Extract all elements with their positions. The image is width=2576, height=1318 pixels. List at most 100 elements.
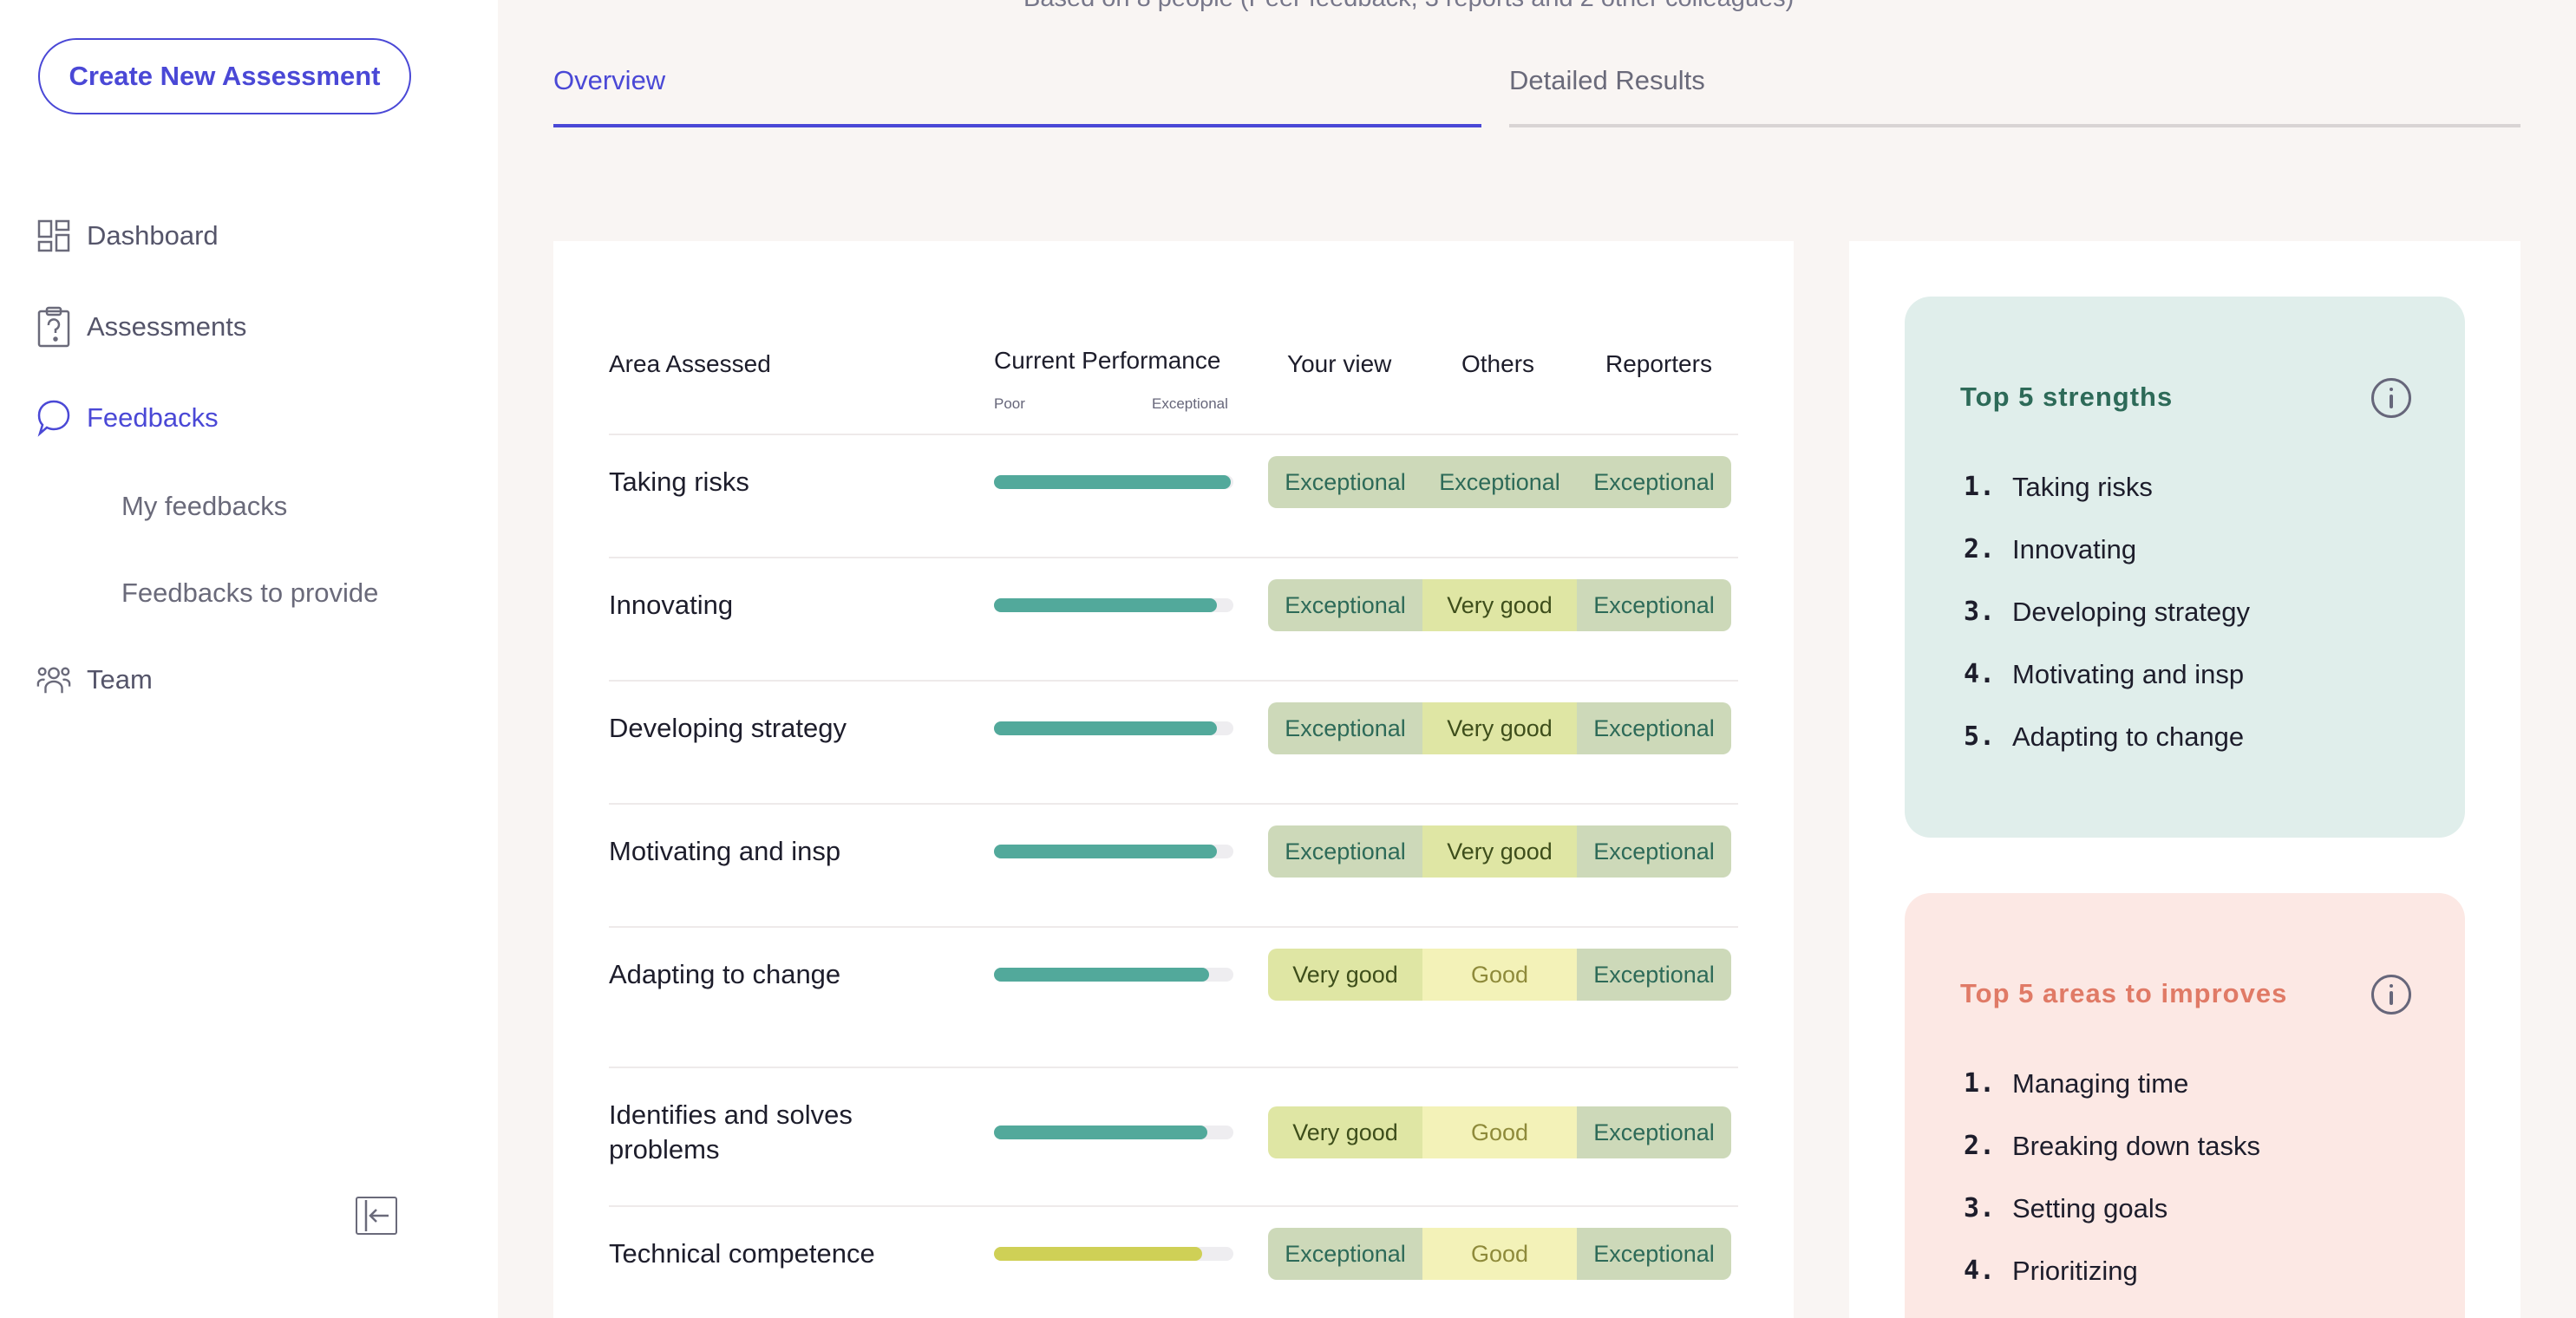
header-area-assessed: Area Assessed [609,350,771,377]
list-item-text: Managing time [2012,1068,2189,1099]
your-view-rating: Exceptional [1268,456,1422,508]
collapse-sidebar-button[interactable] [356,1197,397,1235]
nav-item-feedbacks[interactable]: Feedbacks [36,399,219,437]
your-view-rating: Exceptional [1268,1228,1422,1280]
your-view-rating: Very good [1268,1106,1422,1158]
table-row-area: Motivating and insp [609,836,841,866]
list-item: 1. Managing time [1964,1068,2188,1099]
scale-exceptional-label: Exceptional [1152,395,1228,412]
list-item-text: Adapting to change [2012,721,2245,752]
table-row-area: Identifies and solves problems [609,1099,853,1165]
performance-bar-fill [994,845,1217,858]
others-rating: Good [1422,1228,1577,1280]
rating-pill: Exceptional Exceptional Exceptional [1268,456,1731,508]
reporters-rating: Exceptional [1577,1106,1731,1158]
nav-label-team: Team [87,664,153,695]
reporters-rating: Exceptional [1577,702,1731,754]
performance-bar [994,721,1233,735]
top-strengths-panel: Top 5 strengths 1. Taking risks 2. Innovati… [1905,297,2465,838]
tab-overview-underline [553,124,1481,127]
performance-bar [994,845,1233,858]
reporters-rating: Exceptional [1577,949,1731,1001]
list-item-text: Taking risks [2012,472,2153,502]
list-item: 3. Developing strategy [1964,597,2250,628]
nav-item-dashboard[interactable]: Dashboard [36,217,219,255]
row-divider [609,680,1738,682]
list-number: 1. [1964,1068,1996,1099]
table-row-area: Developing strategy [609,713,847,743]
performance-bar [994,475,1233,489]
your-view-rating: Very good [1268,949,1422,1001]
performance-bar-fill [994,968,1210,982]
header-your-view: Your view [1287,350,1392,377]
table-row-area: Innovating [609,590,734,620]
others-rating: Good [1422,1106,1577,1158]
nav-item-feedbacks-to-provide[interactable]: Feedbacks to provide [121,577,379,608]
nav-label-assessments: Assessments [87,311,247,342]
nav-label-dashboard: Dashboard [87,220,219,251]
list-item: 2. Innovating [1964,534,2136,565]
list-item: 2. Breaking down tasks [1964,1131,2260,1162]
info-icon[interactable] [2371,975,2411,1015]
rating-pill: Exceptional Very good Exceptional [1268,579,1731,631]
reporters-rating: Exceptional [1577,1228,1731,1280]
list-item-text: Innovating [2012,534,2137,564]
rating-pill: Very good Good Exceptional [1268,949,1731,1001]
others-rating: Very good [1422,825,1577,878]
tab-overview[interactable]: Overview [553,65,666,95]
your-view-rating: Exceptional [1268,825,1422,878]
list-number: 3. [1964,1193,1996,1223]
table-row-area: Technical competence [609,1238,875,1269]
top-strengths-title: Top 5 strengths [1960,382,2174,412]
top-improves-title: Top 5 areas to improves [1960,978,2288,1008]
reporters-rating: Exceptional [1577,825,1731,878]
row-divider [609,434,1738,435]
list-item: 3. Setting goals [1964,1193,2167,1224]
create-new-assessment-button[interactable]: Create New Assessment [38,38,411,114]
rating-pill: Very good Good Exceptional [1268,1106,1731,1158]
scale-poor-label: Poor [994,395,1025,412]
nav-label-feedbacks: Feedbacks [87,402,219,433]
list-item: 4. Motivating and insp [1964,659,2244,690]
tab-detailed-results-underline [1509,124,2520,127]
list-number: 5. [1964,721,1996,752]
nav-item-assessments[interactable]: Assessments [36,306,247,348]
reporters-rating: Exceptional [1577,579,1731,631]
row-divider [609,803,1738,805]
header-reporters: Reporters [1605,350,1712,377]
header-others: Others [1461,350,1535,377]
list-item-text: Setting goals [2012,1193,2168,1223]
row-divider [609,557,1738,558]
dashboard-icon [36,217,71,255]
nav-item-team[interactable]: Team [36,661,153,699]
top-improves-panel: Top 5 areas to improves 1. Managing time 2… [1905,893,2465,1318]
list-item-text: Breaking down tasks [2012,1131,2261,1161]
others-rating: Good [1422,949,1577,1001]
info-icon[interactable] [2371,378,2411,418]
rating-pill: Exceptional Very good Exceptional [1268,702,1731,754]
performance-bar-fill [994,721,1217,735]
team-icon [36,661,71,699]
speech-bubble-icon [36,399,71,437]
rating-pill: Exceptional Very good Exceptional [1268,825,1731,878]
others-rating: Very good [1422,579,1577,631]
performance-bar-fill [994,1247,1203,1261]
performance-bar-fill [994,1126,1207,1139]
sidebar: Create New Assessment Dashboard Assessme… [0,0,498,1318]
performance-bar [994,1247,1233,1261]
results-subtitle: Based on 8 people (Peer feedback, 3 repo… [1023,0,1794,13]
table-row-area: Adapting to change [609,959,841,989]
reporters-rating: Exceptional [1577,456,1731,508]
list-number: 4. [1964,1256,1996,1286]
performance-bar [994,598,1233,612]
performance-bar-fill [994,475,1232,489]
row-divider [609,926,1738,928]
row-divider [609,1067,1738,1068]
others-rating: Exceptional [1422,456,1577,508]
performance-bar [994,1126,1233,1139]
others-rating: Very good [1422,702,1577,754]
list-number: 1. [1964,472,1996,502]
list-item: 5. Adapting to change [1964,721,2244,753]
tab-detailed-results[interactable]: Detailed Results [1509,65,1705,95]
nav-item-my-feedbacks[interactable]: My feedbacks [121,491,288,521]
